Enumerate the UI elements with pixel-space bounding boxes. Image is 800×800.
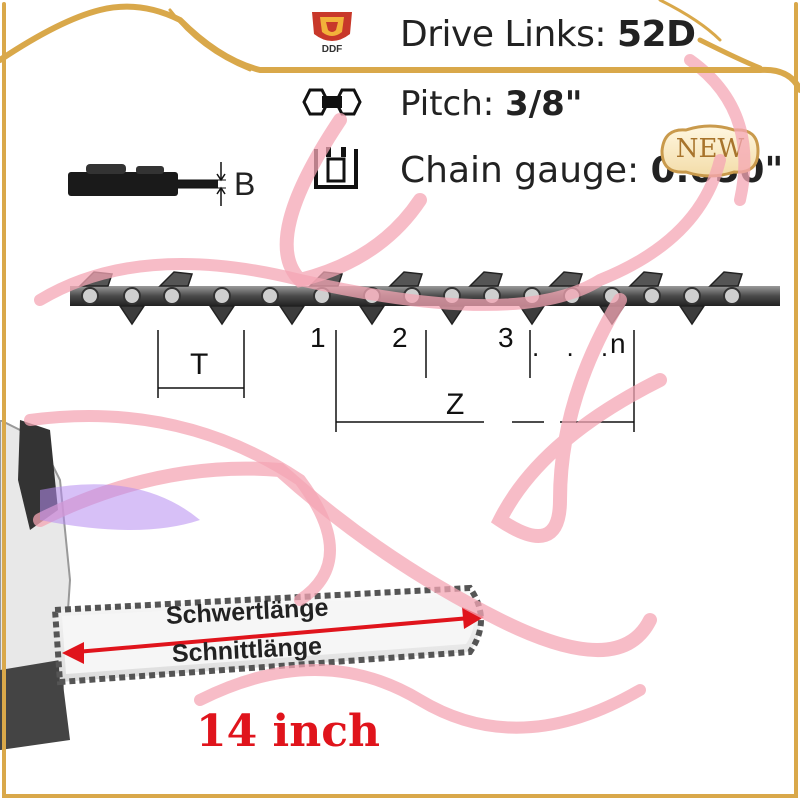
link-ellipsis: . . . <box>532 332 619 362</box>
chainsaw-bar-illustration <box>0 420 484 750</box>
pitch-symbol-label: T <box>190 348 209 381</box>
link-number-3: 3 <box>498 322 514 353</box>
link-number-n: n <box>610 328 626 359</box>
link-count-symbol-label: Z <box>446 388 465 421</box>
link-number-2: 2 <box>392 322 408 353</box>
bar-size-label: 14 inch <box>196 706 381 757</box>
link-number-1: 1 <box>310 322 326 353</box>
